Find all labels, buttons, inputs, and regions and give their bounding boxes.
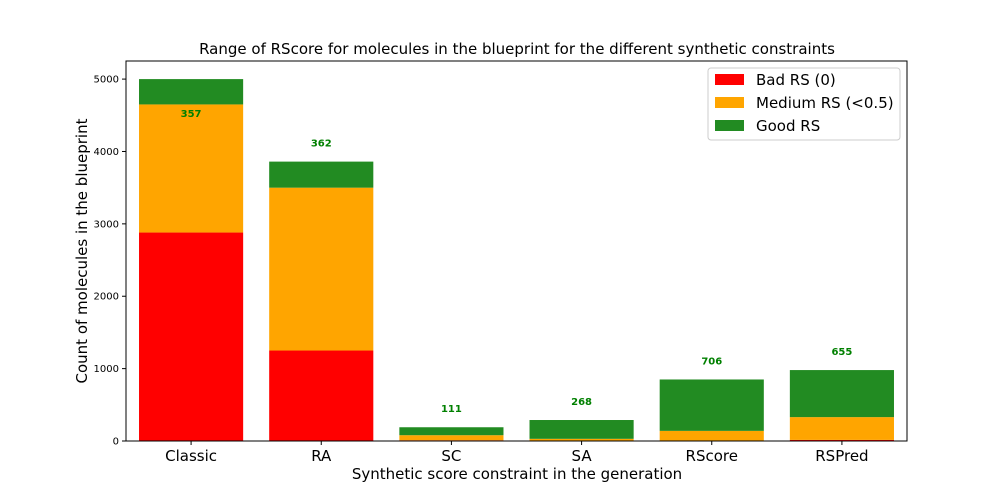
data-label-rspred: 655: [831, 347, 852, 358]
bar-segment-ra-series-1: [269, 187, 374, 351]
y-tick-label: 3000: [94, 219, 119, 230]
legend-swatch-1: [715, 97, 744, 108]
data-label-rscore: 706: [701, 356, 722, 367]
data-labels-layer: 357 362 111 268 706 655: [181, 109, 853, 415]
y-tick-label: 2000: [94, 292, 119, 303]
y-tick-label: 1000: [94, 364, 119, 375]
bar-segment-classic-series-2: [139, 79, 244, 105]
chart-title: Range of RScore for molecules in the blu…: [199, 40, 835, 58]
legend: Bad RS (0) Medium RS (<0.5) Good RS: [707, 67, 901, 141]
x-tick-label: SC: [441, 447, 461, 465]
bars-layer: [139, 79, 894, 441]
bar-segment-classic-series-1: [139, 104, 244, 233]
data-label-sa: 268: [571, 397, 592, 408]
data-label-sc: 111: [441, 404, 462, 415]
bar-segment-sc-series-1: [399, 435, 504, 441]
bar-segment-rscore-series-1: [659, 430, 764, 441]
y-tick-label: 5000: [94, 75, 119, 86]
y-axis-label: Count of molecules in the blueprint: [73, 118, 91, 383]
legend-swatch-2: [715, 120, 744, 131]
bar-segment-sa-series-2: [529, 420, 634, 439]
x-tick-label: SA: [572, 447, 593, 465]
bar-segment-classic-series-0: [139, 232, 244, 441]
x-tick-label: RSPred: [815, 447, 868, 465]
y-tick-label: 0: [113, 437, 119, 448]
legend-label-2: Good RS: [756, 117, 820, 135]
legend-frame: [707, 67, 901, 141]
bar-segment-rspred-series-1: [789, 417, 894, 440]
data-label-ra: 362: [311, 139, 332, 150]
legend-label-0: Bad RS (0): [756, 71, 836, 89]
data-label-classic: 357: [181, 109, 202, 120]
x-tick-label: Classic: [165, 447, 217, 465]
plot-frame: [125, 60, 908, 442]
bar-segment-ra-series-2: [269, 161, 374, 188]
x-tick-label: RA: [311, 447, 332, 465]
bar-segment-rspred-series-0: [789, 439, 894, 441]
legend-swatch-0: [715, 74, 744, 85]
x-axis: Classic RA SC SA RScore RSPred: [165, 441, 869, 465]
bar-segment-rscore-series-2: [659, 379, 764, 431]
bar-segment-sc-series-2: [399, 427, 504, 436]
bar-segment-ra-series-0: [269, 350, 374, 441]
legend-label-1: Medium RS (<0.5): [756, 94, 894, 112]
x-axis-label: Synthetic score constraint in the genera…: [352, 465, 682, 483]
bar-segment-rspred-series-2: [789, 370, 894, 418]
y-axis: 0 1000 2000 3000 4000 5000: [94, 75, 126, 448]
y-tick-label: 4000: [94, 147, 119, 158]
bar-segment-sa-series-1: [529, 438, 634, 441]
x-tick-label: RScore: [686, 447, 738, 465]
